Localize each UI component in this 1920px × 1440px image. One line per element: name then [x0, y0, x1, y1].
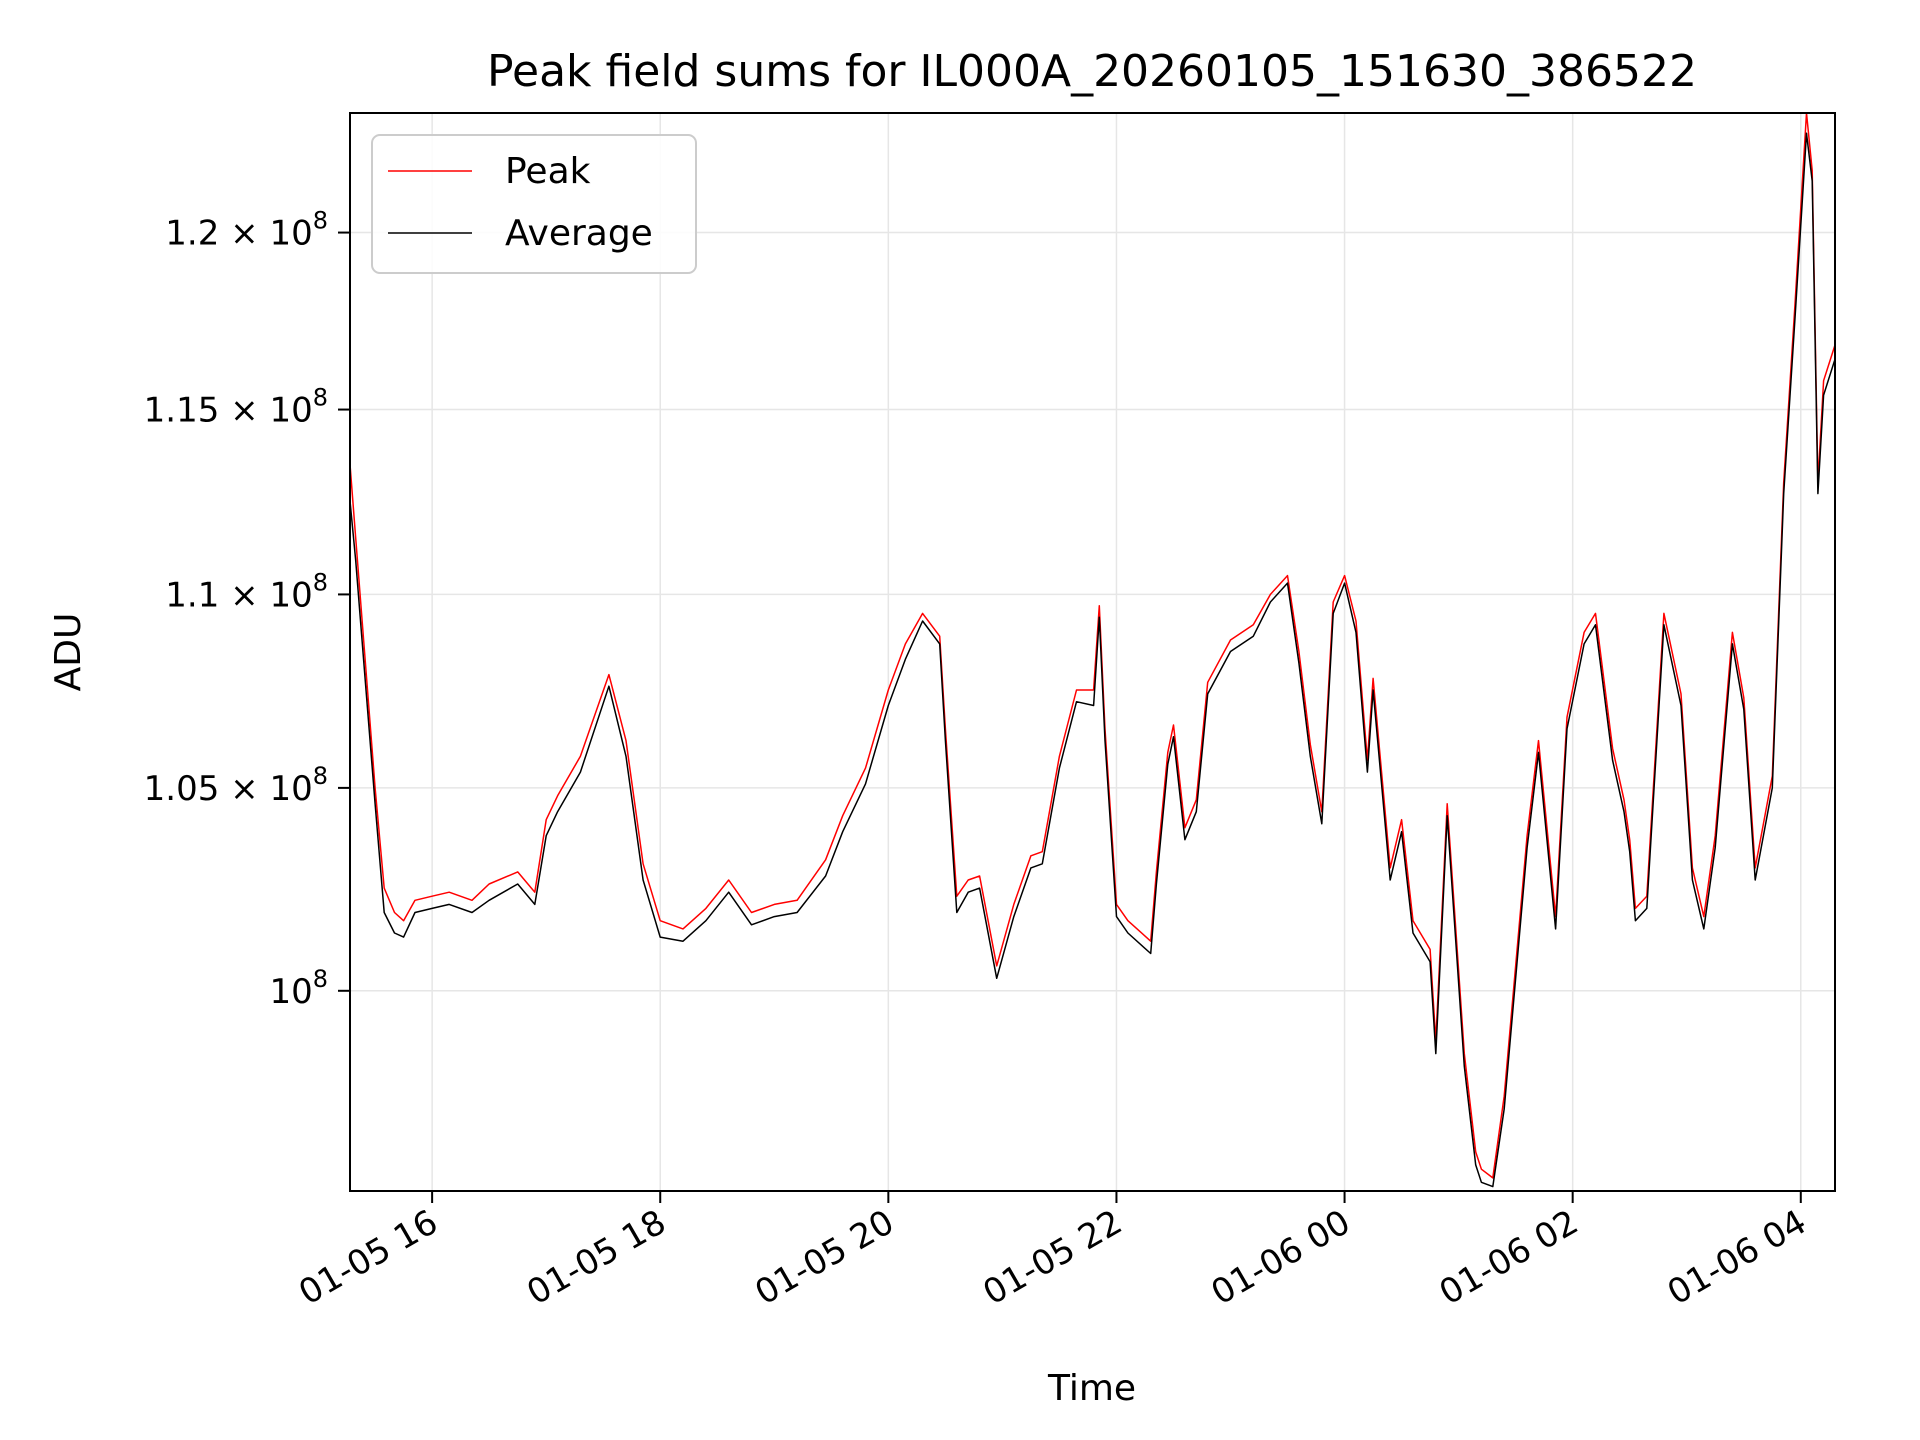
y-tick-label: 1.15 × 108: [144, 384, 328, 431]
series-layer: [350, 113, 1835, 1188]
y-tick-label: 1.1 × 108: [165, 568, 328, 615]
legend-box: [371, 134, 697, 274]
chart-title: Peak field sums for IL000A_20260105_1516…: [487, 46, 1697, 97]
y-axis: 108 1.05 × 108 1.1 × 108 1.15 × 108 1.2 × 10…: [144, 207, 350, 1012]
y-axis-label: ADU: [48, 613, 89, 692]
series-line-average: [350, 132, 1835, 1188]
legend-label-average: Average: [505, 213, 653, 254]
legend: Peak Average: [371, 134, 697, 274]
y-tick-label: 1.2 × 108: [165, 207, 328, 254]
y-tick-label: 1.05 × 108: [144, 762, 328, 809]
plot-frame: [349, 112, 1836, 1192]
series-line-peak: [350, 113, 1835, 1179]
legend-label-peak: Peak: [505, 151, 591, 192]
grid: [350, 113, 1835, 1191]
x-axis-label: Time: [1047, 1368, 1136, 1409]
y-tick-label: 108: [269, 965, 328, 1012]
